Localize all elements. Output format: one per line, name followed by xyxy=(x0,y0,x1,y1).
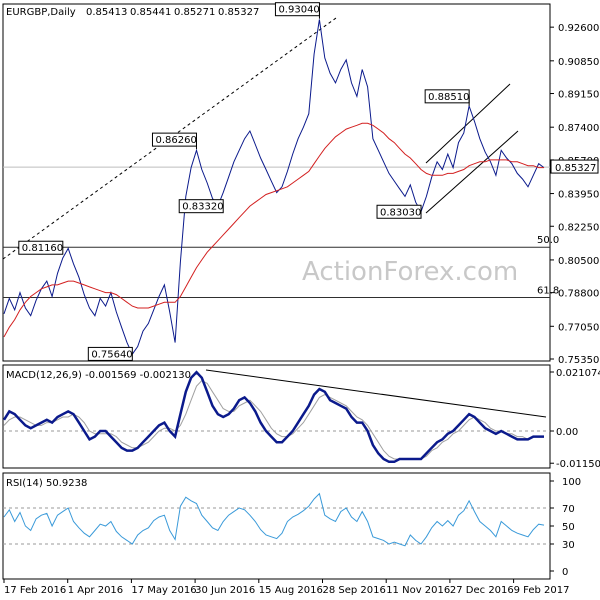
current-price-marker: 0.85327 xyxy=(550,159,599,174)
rsi-tick-label: 30 xyxy=(562,540,575,551)
rsi-y-axis: 100 70 50 30 0 xyxy=(3,477,581,578)
macd-y-axis: 0.021074 0.00 -0.011507 xyxy=(3,368,600,470)
chart-title: EURGBP,Daily xyxy=(6,7,76,18)
fib-level-label: 61.8 xyxy=(537,285,559,296)
watermark: ActionForex.com xyxy=(302,257,518,287)
price-annotation-label: 0.86260 xyxy=(155,135,196,146)
current-price-box xyxy=(550,159,599,174)
price-annotation-label: 0.81160 xyxy=(22,243,63,254)
macd-panel xyxy=(2,364,551,469)
macd-tick-label: -0.011507 xyxy=(556,459,600,470)
price-tick-label: 0.75350 xyxy=(558,355,599,366)
price-tick-label: 0.89150 xyxy=(558,90,599,101)
price-y-axis: 0.926000.908500.891500.874000.857000.839… xyxy=(3,23,599,366)
macd-line xyxy=(2,370,544,464)
price-tick-label: 0.77050 xyxy=(558,322,599,333)
x-tick-label: 17 May 2016 xyxy=(131,585,196,596)
macd-signal-line xyxy=(3,379,544,460)
rsi-tick-label: 0 xyxy=(562,567,568,578)
rsi-title: RSI(14) 50.9238 xyxy=(6,478,87,489)
macd-tick-label: 0.021074 xyxy=(556,368,600,379)
x-tick-label: 27 Dec 2016 xyxy=(450,585,514,596)
ohlc-close: 0.85327 xyxy=(218,7,259,18)
fib-level-label: 50.0 xyxy=(537,235,559,246)
price-tick-label: 0.82250 xyxy=(558,222,599,233)
rsi-tick-label: 100 xyxy=(562,477,581,488)
price-annotation-label: 0.83030 xyxy=(380,207,421,218)
fib-levels: 50.0 61.8 xyxy=(3,235,559,298)
price-line xyxy=(3,19,545,356)
channel-upper-line xyxy=(425,83,511,164)
x-tick-label: 1 Apr 2016 xyxy=(68,585,123,596)
price-tick-label: 0.92600 xyxy=(558,23,599,34)
price-tick-label: 0.83950 xyxy=(558,190,599,201)
price-annotation-label: 0.83320 xyxy=(182,202,223,213)
price-tick-label: 0.87400 xyxy=(558,123,599,134)
x-tick-label: 28 Sep 2016 xyxy=(323,585,386,596)
price-tick-label: 0.80500 xyxy=(558,256,599,267)
rsi-tick-label: 70 xyxy=(562,504,575,515)
ohlc-low: 0.85271 xyxy=(174,7,215,18)
price-annotation-label: 0.88510 xyxy=(428,92,469,103)
moving-average-line xyxy=(3,122,544,338)
macd-tick-label: 0.00 xyxy=(556,427,578,438)
ohlc-high: 0.85441 xyxy=(130,7,171,18)
price-tick-label: 0.78800 xyxy=(558,289,599,300)
current-price-label: 0.85327 xyxy=(555,163,596,174)
ohlc-open: 0.85413 xyxy=(86,7,127,18)
rsi-line xyxy=(3,492,545,547)
channel-lower-line xyxy=(425,130,519,214)
macd-trendline xyxy=(205,369,547,418)
rsi-tick-label: 50 xyxy=(562,522,575,533)
x-tick-label: 17 Feb 2016 xyxy=(4,585,66,596)
price-annotation-label: 0.75640 xyxy=(91,349,132,360)
x-tick-label: 9 Feb 2017 xyxy=(514,585,570,596)
price-tick-label: 0.90850 xyxy=(558,57,599,68)
x-tick-label: 15 Aug 2016 xyxy=(259,585,323,596)
price-annotations: 0.81160 0.75640 0.86260 0.83320 0.93040 0.830… xyxy=(18,2,470,361)
macd-title: MACD(12,26,9) -0.001569 -0.002130 xyxy=(6,370,191,381)
price-annotation-label: 0.93040 xyxy=(278,5,319,16)
x-tick-label: 30 Jun 2016 xyxy=(195,585,255,596)
x-tick-label: 11 Nov 2016 xyxy=(386,585,450,596)
